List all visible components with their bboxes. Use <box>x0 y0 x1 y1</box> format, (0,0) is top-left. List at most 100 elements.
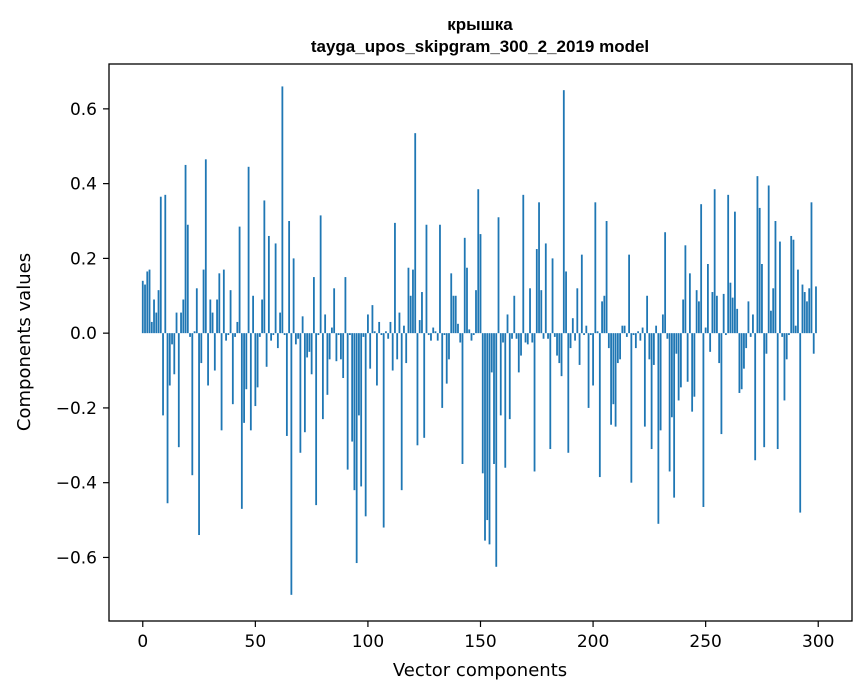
bar-268 <box>745 333 748 349</box>
bar-77 <box>315 333 318 506</box>
bar-196 <box>583 333 585 336</box>
bar-247 <box>698 301 700 334</box>
bar-96 <box>358 333 360 416</box>
bar-252 <box>709 333 712 352</box>
bar-71 <box>301 316 304 334</box>
bar-243 <box>688 273 691 334</box>
bar-10 <box>164 194 167 334</box>
bar-119 <box>409 295 412 334</box>
bar-series <box>141 86 817 595</box>
chart-title: крышка <box>447 15 513 34</box>
y-tick-label: 0.4 <box>70 175 97 195</box>
bar-246 <box>695 290 698 334</box>
bar-142 <box>461 333 464 464</box>
bar-129 <box>432 327 435 334</box>
bar-220 <box>637 331 640 334</box>
bar-165 <box>513 295 516 334</box>
bar-138 <box>452 295 455 334</box>
bar-203 <box>598 333 601 478</box>
bar-159 <box>499 333 502 416</box>
bar-108 <box>385 331 387 334</box>
bar-299 <box>815 286 817 334</box>
bar-294 <box>803 292 806 334</box>
bar-118 <box>407 267 410 334</box>
bar-270 <box>749 333 752 337</box>
bar-249 <box>702 333 705 507</box>
bar-136 <box>448 333 450 360</box>
bar-182 <box>551 258 554 334</box>
bar-125 <box>423 333 426 438</box>
bar-245 <box>693 333 696 397</box>
bar-278 <box>767 185 770 334</box>
bar-217 <box>630 333 633 483</box>
bar-69 <box>297 333 300 339</box>
bar-281 <box>774 221 777 334</box>
bar-291 <box>797 269 799 334</box>
bar-253 <box>711 292 714 334</box>
bar-276 <box>763 333 766 448</box>
bar-173 <box>531 333 534 343</box>
bar-258 <box>722 293 725 334</box>
bar-179 <box>544 243 547 334</box>
x-tick-label: 150 <box>464 632 496 652</box>
bar-145 <box>468 329 471 334</box>
bar-260 <box>727 194 730 334</box>
bar-101 <box>369 333 372 369</box>
bar-231 <box>661 314 664 334</box>
bar-131 <box>436 333 439 341</box>
bar-4 <box>150 321 153 334</box>
bar-34 <box>218 273 221 334</box>
bar-42 <box>236 321 239 334</box>
bar-11 <box>166 333 169 504</box>
bar-106 <box>380 333 383 336</box>
bar-113 <box>396 333 399 360</box>
bar-74 <box>308 333 311 352</box>
bar-16 <box>177 333 180 448</box>
bar-267 <box>743 333 745 369</box>
bar-97 <box>360 333 363 487</box>
x-tick-label: 300 <box>802 632 834 652</box>
bar-197 <box>585 325 588 334</box>
bar-86 <box>335 333 338 362</box>
bar-12 <box>168 333 171 386</box>
bar-150 <box>479 234 482 334</box>
y-tick-label: 0.0 <box>70 324 97 344</box>
bar-214 <box>623 325 626 334</box>
bar-235 <box>670 333 673 418</box>
bar-193 <box>576 288 579 334</box>
bar-30 <box>209 299 212 334</box>
bar-161 <box>504 333 507 468</box>
bar-35 <box>220 333 223 431</box>
bar-238 <box>677 333 680 401</box>
bar-45 <box>243 333 245 423</box>
bar-81 <box>324 314 327 334</box>
x-tick-label: 0 <box>137 632 148 652</box>
bar-55 <box>265 333 268 367</box>
bar-222 <box>641 327 644 334</box>
bar-63 <box>283 333 286 336</box>
bar-70 <box>299 333 302 453</box>
bar-54 <box>263 200 266 334</box>
bar-162 <box>506 314 509 334</box>
bar-24 <box>195 288 198 334</box>
bar-254 <box>713 189 716 334</box>
bar-75 <box>310 333 313 375</box>
bar-92 <box>349 333 351 336</box>
bar-298 <box>812 333 815 354</box>
bar-176 <box>538 202 540 334</box>
bar-15 <box>175 312 178 334</box>
bar-147 <box>472 333 475 336</box>
bar-37 <box>225 333 227 341</box>
bar-83 <box>328 333 331 360</box>
bar-80 <box>321 333 324 420</box>
bar-296 <box>808 288 811 334</box>
bar-14 <box>173 333 176 375</box>
bar-152 <box>484 333 486 541</box>
x-axis-label: Vector components <box>393 660 567 681</box>
bar-72 <box>303 333 306 433</box>
bar-58 <box>272 333 275 336</box>
bar-164 <box>511 333 513 339</box>
bar-22 <box>191 333 194 476</box>
bar-297 <box>810 202 813 334</box>
